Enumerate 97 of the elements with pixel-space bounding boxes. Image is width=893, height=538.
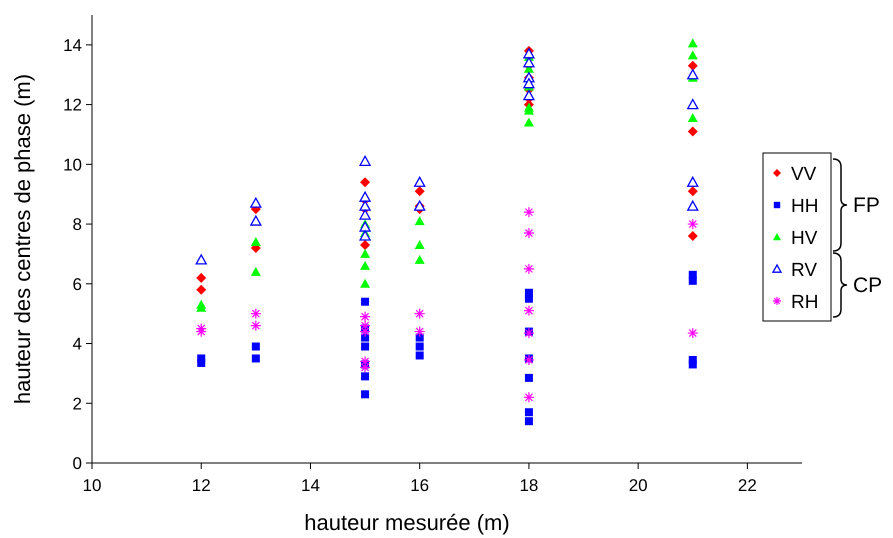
point [252,354,260,362]
x-tick-label: 18 [519,476,538,495]
point [687,176,698,187]
point [688,360,697,368]
point [523,206,535,218]
point [359,356,371,368]
point [361,372,370,380]
point [523,78,535,88]
y-axis-title: hauteur des centres de phase (m) [10,74,35,404]
point [688,276,697,285]
point [196,284,206,295]
legend-label: RV [791,260,818,281]
point [359,362,371,374]
y-tick-label: 10 [63,155,82,174]
point [687,218,698,230]
y-tick-label: 4 [72,334,82,354]
y-tick-label: 8 [72,215,82,234]
point [360,177,370,188]
legend-label: HH [791,196,818,217]
point [524,417,533,426]
point [524,294,533,303]
y-tick-label: 6 [72,274,82,294]
point [360,278,370,288]
point [523,263,535,274]
point [688,60,698,71]
point [196,326,207,338]
y-tick-label: 0 [72,454,82,473]
point [524,408,533,416]
point [250,308,262,320]
x-tick-label: 16 [410,476,430,495]
point [523,57,535,68]
legend-label: VV [791,164,817,185]
point [250,215,262,226]
point [687,98,698,110]
point [688,113,698,122]
point [360,248,370,258]
point [359,311,371,322]
point [360,260,370,270]
point [414,176,426,187]
point [688,231,698,242]
point [414,326,426,338]
point [359,200,371,211]
text: FP [853,194,880,217]
legend-label: RH [791,292,818,313]
point [361,298,370,306]
x-axis-title: hauteur mesurée (m) [304,510,510,535]
point [688,126,698,136]
point [523,305,535,316]
point [416,351,424,360]
point [359,230,371,241]
point [359,221,371,232]
point [359,156,371,166]
point [359,209,371,220]
point [524,118,534,127]
point [360,240,370,250]
point [688,50,698,60]
legend-label: HV [791,228,818,249]
point [250,266,261,276]
point [523,48,535,58]
point [414,216,425,226]
point [252,342,260,351]
y-tick-label: 14 [63,36,82,55]
point [361,342,370,351]
point [688,38,698,48]
point [359,192,371,202]
point [524,374,533,382]
text: CP [853,274,882,297]
point [361,390,370,398]
point [250,320,262,332]
x-tick-label: 14 [301,476,320,495]
y-tick-label: 2 [72,394,82,414]
point [250,198,262,208]
point [414,308,426,320]
point [523,327,535,339]
point [414,186,425,196]
point [414,254,425,264]
point [523,354,535,366]
point [687,200,698,211]
point [523,90,535,100]
point [687,69,698,80]
point [687,327,698,339]
x-tick-label: 12 [192,476,211,495]
point [414,240,425,249]
x-tick-label: 20 [628,476,648,495]
point [196,323,207,334]
point [359,320,371,332]
point [196,254,207,265]
point [688,186,698,196]
point [523,227,535,239]
point [250,236,261,246]
y-tick-label: 12 [63,96,82,115]
point [523,392,535,403]
point [359,326,371,338]
point [416,342,424,351]
point [197,358,206,367]
point [196,272,206,283]
x-tick-label: 22 [738,476,757,495]
